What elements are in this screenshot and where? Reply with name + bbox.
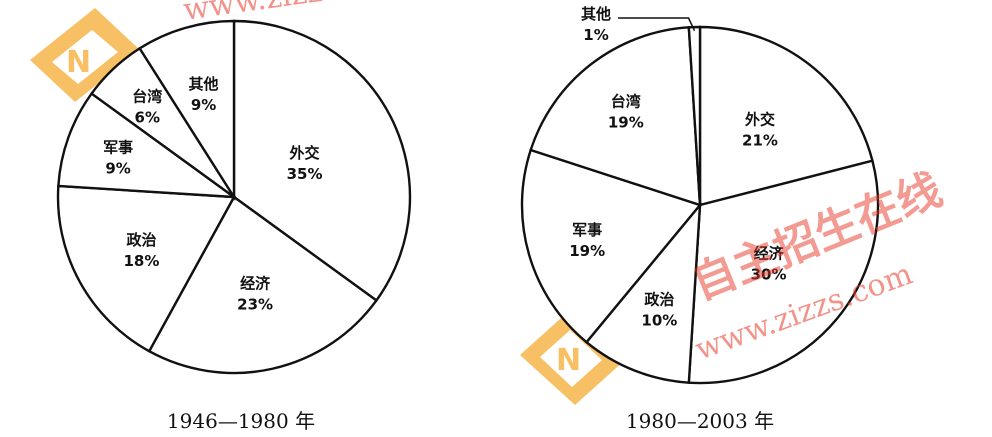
pie2-slice-economy bbox=[687, 159, 880, 385]
pie2-slice-other bbox=[687, 25, 702, 206]
pie1-slice-diplomacy bbox=[232, 19, 412, 303]
pie2-value-taiwan: 19% bbox=[608, 113, 644, 131]
pie1-value-economy: 23% bbox=[237, 295, 273, 313]
pie2-slice-military bbox=[520, 148, 703, 344]
pie1-label-other: 其他 bbox=[189, 75, 219, 93]
pie1-value-politics: 18% bbox=[124, 252, 160, 270]
pie2-label-other: 其他 bbox=[581, 5, 611, 23]
pie2-value-politics: 10% bbox=[641, 312, 677, 330]
pie1-slice-military bbox=[57, 91, 239, 199]
pie-chart-1946-1980: 外交 35% 经济 23% 政治 18% 军事 9% 台湾 6% 其他 9% bbox=[56, 19, 412, 375]
svg-text:N: N bbox=[556, 343, 581, 378]
pie-chart-1980-2003: 外交 21% 经济 30% 政治 10% 军事 19% 台湾 19% 其他 1% bbox=[520, 5, 880, 385]
caption-1946-1980: 1946—1980 年 bbox=[167, 409, 315, 433]
pie2-label-diplomacy: 外交 bbox=[744, 111, 775, 129]
pie2-slice-politics bbox=[584, 201, 702, 384]
pie1-label-economy: 经济 bbox=[240, 274, 271, 292]
pie2-value-military: 19% bbox=[569, 242, 605, 260]
watermark-url-top: www.zizzs.com bbox=[181, 0, 412, 28]
pie2-label-politics: 政治 bbox=[644, 291, 674, 309]
pie2-value-economy: 30% bbox=[751, 266, 787, 284]
pie2-label-military: 军事 bbox=[572, 221, 602, 239]
pie1-label-politics: 政治 bbox=[126, 231, 156, 249]
watermark-logo-bottom: N bbox=[520, 310, 625, 405]
pie1-value-other: 9% bbox=[191, 96, 216, 114]
pie2-slice-diplomacy bbox=[698, 25, 874, 207]
pie2-value-diplomacy: 21% bbox=[742, 132, 778, 150]
pie2-label-economy: 经济 bbox=[754, 245, 785, 263]
watermark-logo-top: N bbox=[30, 8, 140, 102]
pie1-slice-other bbox=[138, 19, 236, 202]
svg-text:N: N bbox=[66, 45, 91, 80]
pie1-value-taiwan: 6% bbox=[135, 109, 160, 127]
pie1-label-taiwan: 台湾 bbox=[132, 88, 162, 106]
caption-1980-2003: 1980—2003 年 bbox=[626, 409, 774, 433]
pie1-slice-politics bbox=[56, 184, 236, 353]
pie1-value-military: 9% bbox=[105, 159, 130, 177]
pie2-value-other: 1% bbox=[583, 26, 608, 44]
pie2-leader-line-other bbox=[618, 17, 696, 31]
pie1-value-diplomacy: 35% bbox=[287, 165, 323, 183]
pie1-slice-economy bbox=[147, 195, 379, 375]
pie1-label-military: 军事 bbox=[103, 138, 133, 156]
pie2-label-taiwan: 台湾 bbox=[611, 92, 641, 110]
pie1-label-diplomacy: 外交 bbox=[289, 144, 320, 162]
pie2-slice-taiwan bbox=[529, 26, 702, 207]
